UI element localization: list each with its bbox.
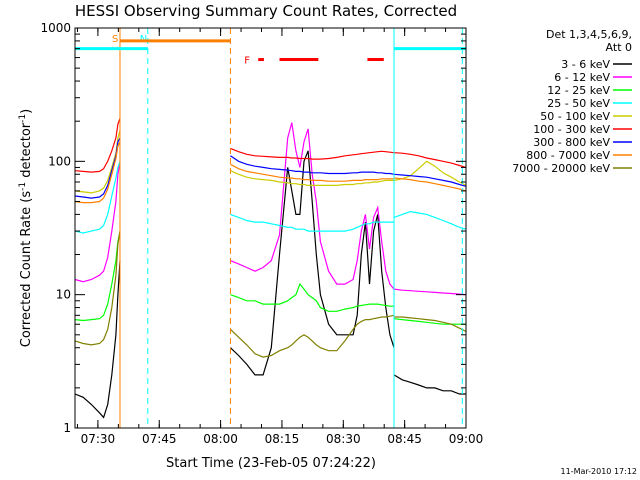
y-axis-label-main: Corrected Count Rate (s	[19, 191, 34, 348]
series-e6-segment-2	[393, 152, 467, 168]
series-e9-segment-2	[394, 316, 467, 332]
x-tick-label-5: 08:45	[387, 432, 422, 446]
time-marker-label-0: S	[112, 34, 118, 45]
plot-area: SNF 1 10 100 1000 07:30 07:45 08:00 08:15 08:30…	[40, 21, 483, 446]
x-tick-label-1: 07:45	[142, 432, 177, 446]
plot-frame	[74, 27, 467, 429]
legend-label-e4: 25 - 50 keV	[547, 97, 610, 110]
x-tick-label-2: 08:00	[203, 432, 238, 446]
series-e4-segment-0	[74, 161, 121, 234]
y-axis-ticks: 1 10 100 1000	[40, 21, 466, 435]
legend-label-e2: 6 - 12 keV	[554, 71, 610, 84]
chart-title: HESSI Observing Summary Count Rates, Cor…	[75, 2, 457, 20]
series-layer	[74, 118, 467, 419]
series-e3-segment-2	[393, 318, 466, 325]
legend-label-e1: 3 - 6 keV	[561, 58, 610, 71]
series-e4-segment-2	[393, 210, 467, 230]
x-axis-ticks: 07:30 07:45 08:00 08:15 08:30 08:45 09:00	[76, 28, 484, 446]
series-e9-segment-0	[74, 231, 121, 346]
series-e2-segment-2	[393, 288, 467, 296]
series-e5-segment-2	[393, 160, 467, 186]
series-e8-segment-2	[393, 177, 467, 192]
series-e9-segment-1	[229, 314, 395, 358]
legend-label-e9: 7000 - 20000 keV	[512, 162, 610, 175]
series-e8-segment-1	[230, 163, 394, 182]
legend-label-e8: 800 - 7000 keV	[526, 149, 610, 162]
legend-label-e3: 12 - 25 keV	[547, 84, 610, 97]
series-e2-segment-0	[74, 161, 121, 283]
y-axis-label-mid: detector	[19, 122, 34, 182]
legend-header-line1: Det 1,3,4,5,6,9,	[546, 28, 632, 41]
x-tick-label-4: 08:30	[326, 432, 361, 446]
series-e1-segment-2	[393, 374, 466, 395]
y-axis-label: Corrected Count Rate (s-1 detector-1)	[18, 109, 34, 347]
legend-header-line2: Att 0	[606, 41, 632, 54]
y-axis-label-sup2: -1	[18, 114, 28, 123]
series-e6-segment-0	[74, 118, 121, 173]
series-e2-segment-1	[230, 122, 395, 290]
y-tick-label-0: 1	[63, 421, 71, 435]
series-e3-segment-1	[230, 282, 394, 312]
series-e1-segment-0	[74, 260, 121, 419]
marker-layer: SNF	[75, 28, 466, 428]
x-tick-label-0: 07:30	[81, 432, 116, 446]
series-e4-segment-1	[230, 213, 394, 232]
flag-label-2: F	[244, 56, 250, 67]
x-tick-label-3: 08:15	[265, 432, 300, 446]
y-tick-label-3: 1000	[40, 21, 71, 35]
legend-label-e7: 300 - 800 keV	[533, 136, 610, 149]
series-e5-segment-1	[230, 170, 394, 186]
footer-date: 11-Mar-2010 17:12	[561, 467, 638, 476]
series-e7-segment-2	[393, 173, 467, 187]
legend-label-e6: 100 - 300 keV	[533, 123, 610, 136]
y-tick-label-2: 100	[48, 154, 71, 168]
x-tick-label-6: 09:00	[449, 432, 484, 446]
series-e8-segment-0	[74, 141, 121, 204]
series-e1-segment-1	[229, 150, 395, 376]
legend-label-e5: 50 - 100 keV	[540, 110, 610, 123]
series-e6-segment-1	[230, 147, 395, 160]
x-axis-label: Start Time (23-Feb-05 07:24:22)	[166, 456, 376, 471]
y-tick-label-1: 10	[56, 288, 71, 302]
y-axis-label-sup1: -1	[18, 182, 28, 191]
y-axis-label-end: )	[19, 109, 34, 114]
series-e7-segment-1	[230, 155, 395, 175]
